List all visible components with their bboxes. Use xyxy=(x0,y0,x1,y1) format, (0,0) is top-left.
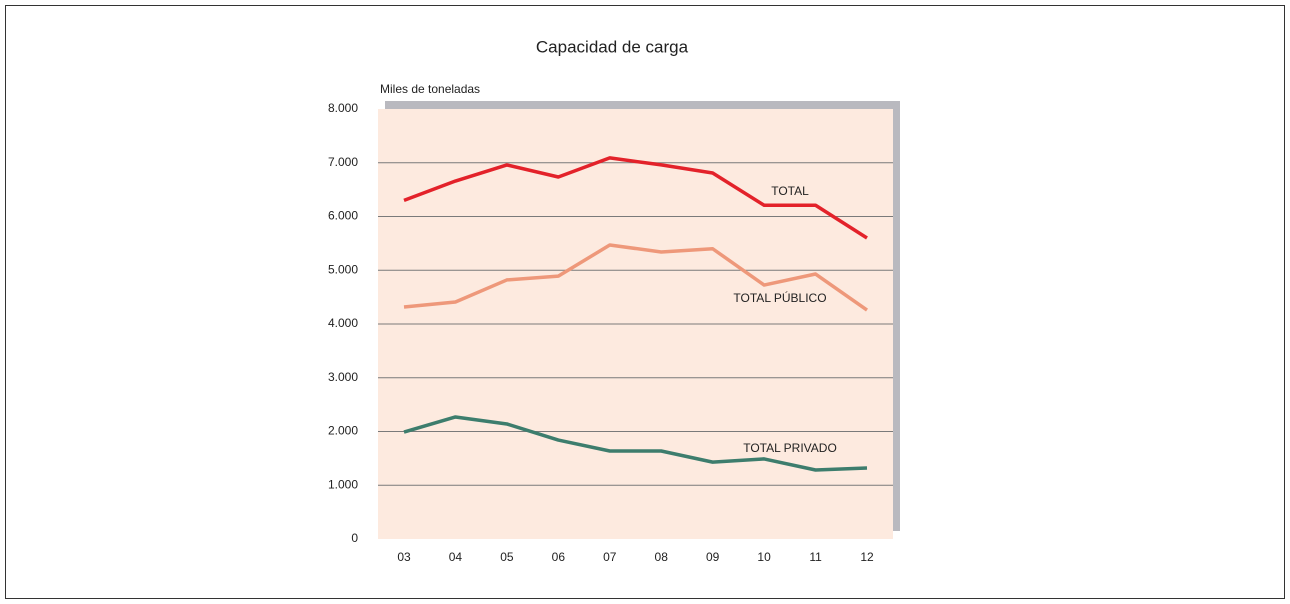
series-line xyxy=(403,243,869,312)
chart-title: Capacidad de carga xyxy=(536,37,689,56)
y-tick-label: 7.000 xyxy=(328,155,358,169)
series-line xyxy=(403,415,868,472)
x-tick-label: 09 xyxy=(706,550,720,564)
y-tick-label: 2.000 xyxy=(328,424,358,438)
y-tick-label: 4.000 xyxy=(328,316,358,330)
x-tick-label: 05 xyxy=(500,550,514,564)
x-tick-label: 10 xyxy=(757,550,771,564)
y-tick-label: 8.000 xyxy=(328,101,358,115)
series-label: TOTAL xyxy=(771,184,809,198)
series-label: TOTAL PÚBLICO xyxy=(733,290,826,305)
y-axis-label: Miles de toneladas xyxy=(380,82,480,96)
y-tick-label: 0 xyxy=(351,531,358,545)
y-tick-label: 5.000 xyxy=(328,262,358,276)
x-tick-label: 12 xyxy=(860,550,874,564)
x-tick-label: 03 xyxy=(397,550,411,564)
x-tick-label: 06 xyxy=(552,550,566,564)
x-tick-label: 07 xyxy=(603,550,617,564)
series-line xyxy=(403,156,868,240)
x-tick-label: 08 xyxy=(655,550,669,564)
y-tick-label: 3.000 xyxy=(328,370,358,384)
x-tick-label: 11 xyxy=(809,550,822,564)
series-label: TOTAL PRIVADO xyxy=(743,441,837,455)
x-tick-label: 04 xyxy=(449,550,463,564)
frame xyxy=(5,5,1285,599)
y-tick-label: 6.000 xyxy=(328,209,358,223)
y-tick-label: 1.000 xyxy=(328,477,358,491)
